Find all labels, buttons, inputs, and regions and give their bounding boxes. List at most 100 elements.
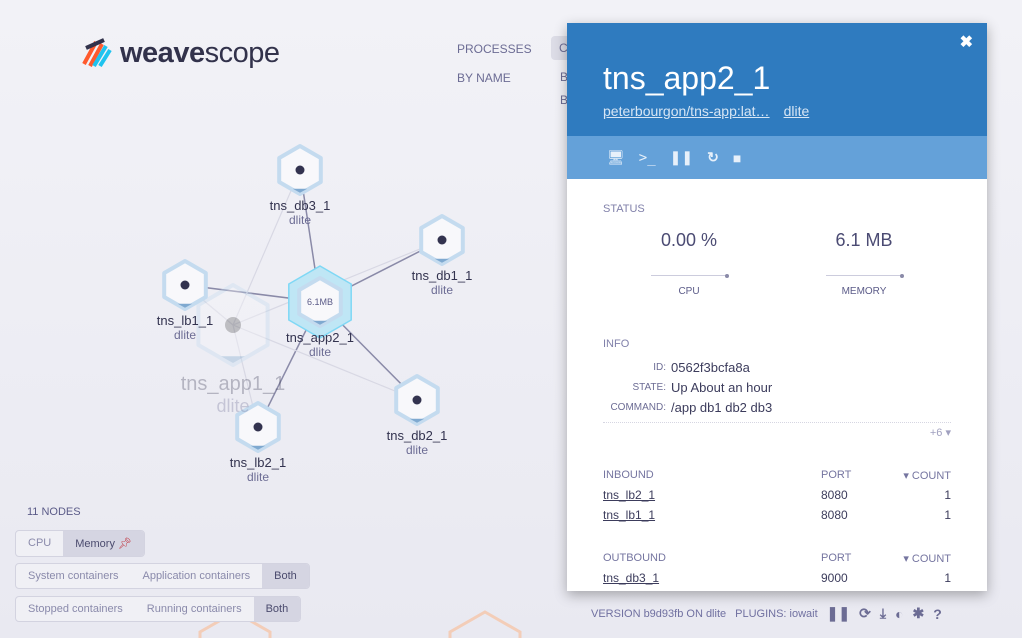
memory-fill [221,356,245,363]
node-label-group[interactable]: tns_db2_1 dlite [387,428,477,457]
node-tns_lb1_1[interactable] [162,259,208,311]
info-value: Up About an hour [671,379,773,395]
count-cell: 1 [944,488,951,502]
image-link[interactable]: peterbourgon/tns-app:lat… [603,103,770,119]
filter-both-types[interactable]: Both [262,564,309,588]
node-label-group[interactable]: tns_app1_1 dlite [181,373,293,417]
terminal-icon[interactable]: >_ [638,149,656,166]
filter-both-states[interactable]: Both [253,597,301,621]
node-sublabel: dlite [308,345,331,359]
edge [232,169,301,326]
inbound-header: INBOUND [603,469,654,481]
node-sublabel: dlite [430,283,453,297]
edge [232,324,418,401]
topology-processes[interactable]: PROCESSES BY NAME [457,42,532,85]
table-row: tns_lb2_1 8080 1 [603,485,951,505]
container-controls: 🖥︎ >_ ❚❚ ↻ ■ [567,136,987,179]
pause-updates-icon[interactable]: ❚❚ [826,605,851,621]
node-label: tns_db2_1 [386,428,448,443]
topology-processes-label[interactable]: PROCESSES [457,42,532,56]
weave-logo-icon [82,38,112,68]
filter-application-containers[interactable]: Application containers [142,570,251,582]
memory-metric: 6.1 MB MEMORY [784,230,944,297]
filter-system-containers[interactable]: System containers [28,570,119,582]
cpu-metric: 0.00 % CPU [609,230,769,297]
logo-text-bold: weave [120,36,205,69]
node-label-group[interactable]: tns_lb2_1 dlite [230,455,318,484]
plugins-text: PLUGINS: iowait [735,607,818,620]
divider [603,422,951,423]
decorative-hexagon [448,610,522,638]
info-value: 0562f3bcfa8a [671,359,750,375]
node-shape [297,276,343,328]
memory-fill [409,418,425,423]
contrast-icon[interactable]: ◐ [895,605,904,622]
info-table: ID: 0562f3bcfa8a STATE: Up About an hour C… [571,357,921,417]
connection-link[interactable]: tns_lb1_1 [603,508,656,522]
outbound-header: OUTBOUND [603,552,666,564]
count-header[interactable]: ▾ COUNT [903,552,951,565]
node-dot [295,165,305,175]
show-more-button[interactable]: +6 ▾ [929,427,951,439]
cpu-value: 0.00 % [660,230,718,250]
filter-running-containers[interactable]: Running containers [146,603,242,615]
monitor-icon[interactable]: 🖥︎ [607,149,625,165]
node-label-group[interactable]: tns_db1_1 dlite [412,268,502,297]
topology-processes-by-name[interactable]: BY NAME [457,71,511,85]
filter-stopped-containers[interactable]: Stopped containers [28,603,123,615]
pin-icon: 📌︎ [118,538,132,550]
info-key: STATE: [632,381,666,393]
node-label: tns_db3_1 [269,198,331,213]
bug-icon[interactable]: ✱ [912,605,925,621]
node-dot [180,280,190,290]
connection-link[interactable]: tns_db3_1 [603,571,660,585]
node-sublabel: dlite [288,213,311,227]
host-link[interactable]: dlite [783,103,810,119]
memory-fill [434,258,450,263]
port-cell: 8080 [821,488,848,502]
info-value: /app db1 db2 db3 [671,399,773,415]
node-tns_app2_1[interactable]: 6.1MB [288,265,352,339]
connection-link[interactable]: tns_lb2_1 [603,488,656,502]
download-icon[interactable]: ⤓ [879,605,887,621]
count-cell: 1 [944,508,951,522]
decorative-hexagon [198,610,272,638]
stop-icon[interactable]: ■ [732,149,742,166]
port-cell: 9000 [821,571,848,585]
node-tns_db1_1[interactable] [419,214,465,266]
node-label-group[interactable]: tns_db3_1 dlite [270,198,360,227]
node-dot [437,235,447,245]
node-label-group[interactable]: tns_app2_1 dlite [286,330,380,359]
close-icon[interactable]: ✖ [959,34,973,51]
metric-selector: CPU Memory 📌︎ [15,530,145,557]
node-shape [196,283,270,367]
info-section-label: INFO [603,338,630,350]
port-header[interactable]: PORT [821,469,852,481]
help-icon[interactable]: ? [933,605,942,622]
restart-icon[interactable]: ↻ [707,149,719,165]
metric-cpu-button[interactable]: CPU [28,537,52,549]
memory-label: MEMORY [841,286,887,297]
metric-memory-button[interactable]: Memory 📌︎ [63,531,144,556]
cpu-label: CPU [678,286,700,297]
node-sublabel: dlite [173,328,196,342]
table-row: tns_db3_1 9000 1 [603,568,951,588]
node-label-group[interactable]: tns_lb1_1 dlite [157,313,245,342]
info-key: COMMAND: [610,401,666,413]
node-tns_app1_1[interactable] [196,283,270,367]
count-header[interactable]: ▾ COUNT [903,469,951,482]
node-metric: 6.1MB [307,297,333,307]
node-tns_db2_1[interactable] [394,374,440,426]
refresh-icon[interactable]: ⟳ [859,605,871,621]
memory-fill [250,445,266,450]
memory-value: 6.1 MB [835,230,893,250]
metric-memory-label: Memory [75,538,115,550]
node-label: tns_app2_1 [286,330,354,345]
container-type-filter: System containers Application containers… [15,563,310,589]
node-tns_db3_1[interactable] [277,144,323,196]
node-tns_lb2_1[interactable] [235,401,281,453]
version-text: VERSION b9d93fb ON dlite [591,607,727,620]
pause-icon[interactable]: ❚❚ [669,149,694,165]
port-header[interactable]: PORT [821,552,852,564]
